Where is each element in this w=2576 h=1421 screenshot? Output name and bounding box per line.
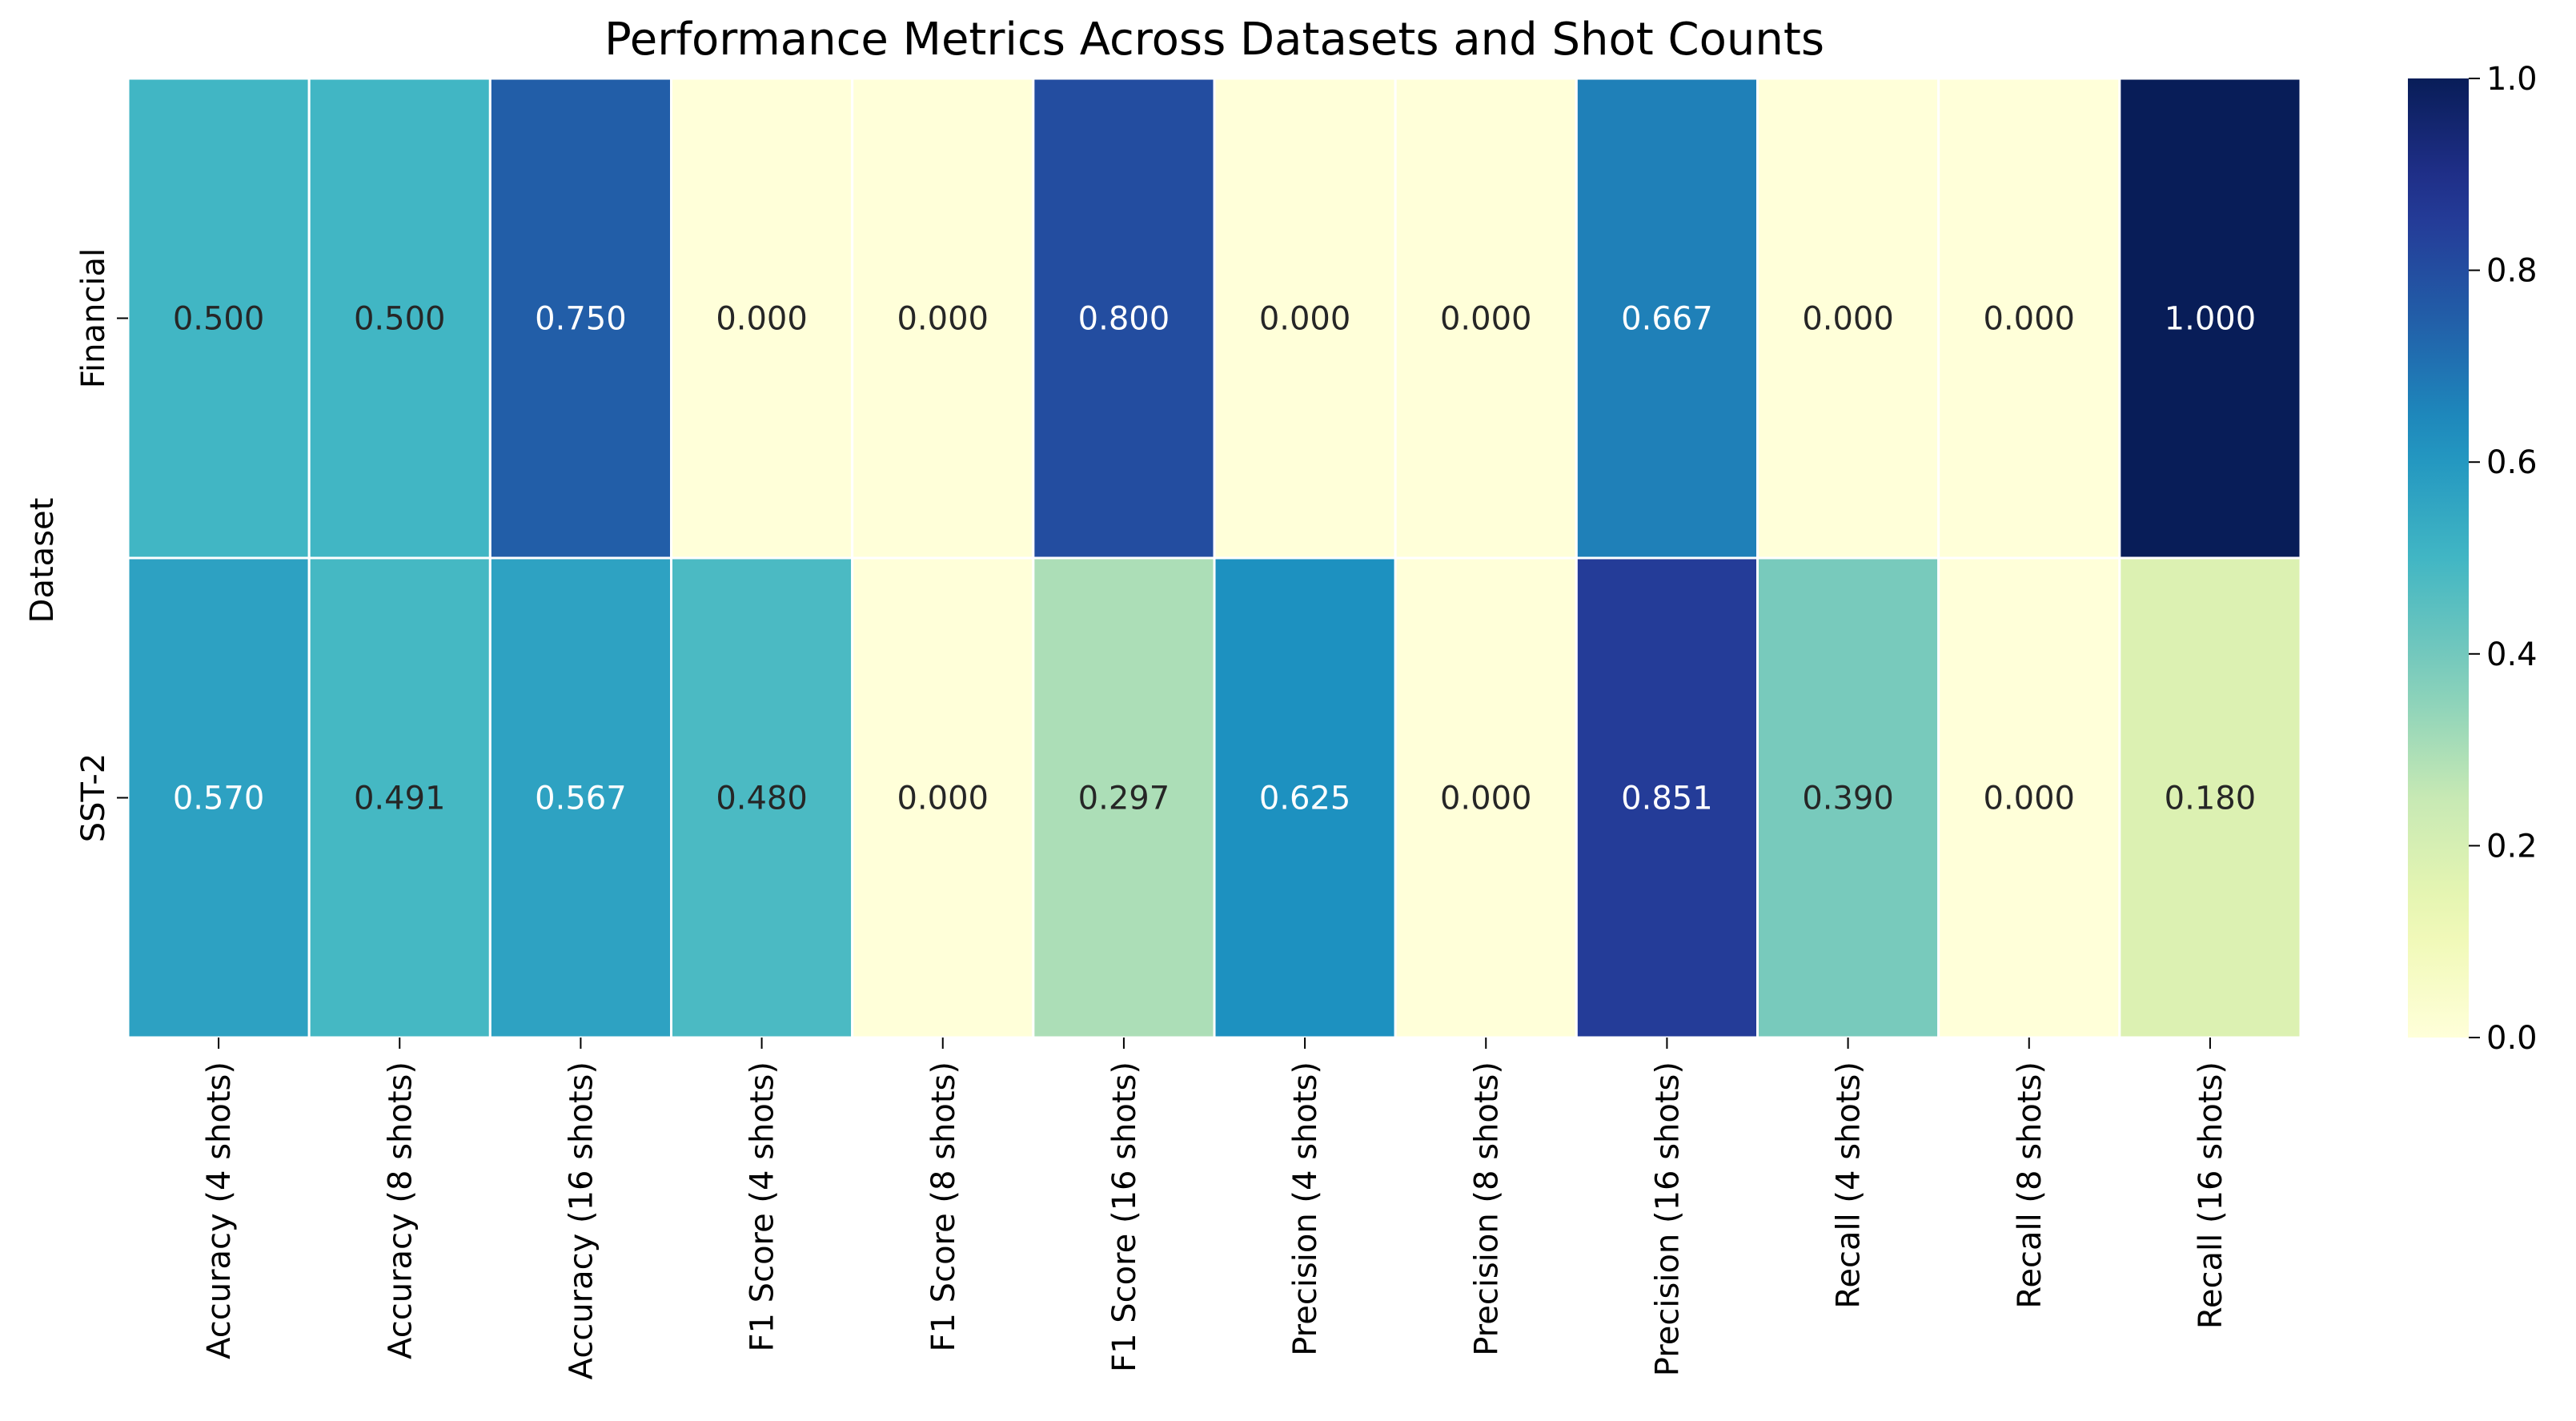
cell-value-label: 0.667 bbox=[1621, 301, 1713, 338]
cell-value-label: 0.000 bbox=[1440, 781, 1532, 817]
heatmap-cell bbox=[1394, 556, 1578, 1039]
heatmap-cell bbox=[1575, 556, 1759, 1039]
cell-value-label: 0.000 bbox=[1259, 301, 1351, 338]
colorbar-tick-label: 0.4 bbox=[2486, 636, 2538, 673]
x-tick-label: Precision (4 shots) bbox=[1287, 1062, 1324, 1356]
cell-value-label: 0.570 bbox=[173, 781, 265, 817]
x-tick-label: Precision (8 shots) bbox=[1468, 1062, 1505, 1356]
x-tick-label: Accuracy (8 shots) bbox=[382, 1062, 419, 1359]
heatmap-cell bbox=[126, 77, 311, 560]
heatmap-cell bbox=[1394, 77, 1578, 560]
cell-value-label: 0.567 bbox=[535, 781, 627, 817]
cell-value-label: 0.500 bbox=[173, 301, 265, 338]
y-tick-label: SST-2 bbox=[75, 753, 112, 842]
cell-value-label: 0.390 bbox=[1802, 781, 1894, 817]
colorbar-tick-label: 0.2 bbox=[2486, 828, 2538, 865]
x-tick-label: F1 Score (16 shots) bbox=[1106, 1062, 1143, 1372]
colorbar-gradient bbox=[2408, 78, 2469, 1038]
cell-value-label: 0.625 bbox=[1259, 781, 1351, 817]
cell-value-label: 0.500 bbox=[354, 301, 446, 338]
x-tick-label: F1 Score (4 shots) bbox=[744, 1062, 781, 1351]
colorbar-tick-label: 0.6 bbox=[2486, 444, 2538, 481]
cell-value-label: 0.000 bbox=[716, 301, 808, 338]
x-axis: Accuracy (4 shots) Accuracy (8 shots) Accu… bbox=[201, 1038, 2229, 1379]
cell-value-label: 0.000 bbox=[1802, 301, 1894, 338]
heatmap-cell bbox=[488, 556, 672, 1039]
cell-value-label: 0.000 bbox=[1983, 781, 2075, 817]
cell-value-label: 0.297 bbox=[1078, 781, 1170, 817]
cell-value-label: 1.000 bbox=[2165, 301, 2257, 338]
y-axis-label: Dataset bbox=[24, 498, 61, 624]
x-tick-label: Accuracy (16 shots) bbox=[563, 1062, 600, 1379]
cell-value-label: 0.491 bbox=[354, 781, 446, 817]
cell-value-label: 0.800 bbox=[1078, 301, 1170, 338]
x-tick-label: Recall (4 shots) bbox=[1831, 1062, 1868, 1309]
cell-value-label: 0.750 bbox=[535, 301, 627, 338]
heatmap-cell bbox=[1756, 77, 1940, 560]
heatmap-cell bbox=[1032, 556, 1216, 1039]
cell-value-label: 0.480 bbox=[716, 781, 808, 817]
cell-value-label: 0.180 bbox=[2165, 781, 2257, 817]
x-tick-label: Recall (16 shots) bbox=[2193, 1062, 2229, 1329]
heatmap-cell bbox=[1032, 77, 1216, 560]
cell-value-label: 0.000 bbox=[1440, 301, 1532, 338]
x-tick-label: Accuracy (4 shots) bbox=[201, 1062, 238, 1359]
cell-value-label: 0.851 bbox=[1621, 781, 1713, 817]
heatmap-cell bbox=[1937, 556, 2121, 1039]
x-tick-label: Precision (16 shots) bbox=[1649, 1062, 1686, 1376]
heatmap-cell bbox=[851, 556, 1035, 1039]
heatmap-cell bbox=[670, 556, 854, 1039]
y-tick-label: Financial bbox=[75, 248, 112, 388]
heatmap-cell bbox=[2118, 77, 2302, 560]
cell-value-label: 0.000 bbox=[897, 781, 989, 817]
heatmap-cell bbox=[1213, 556, 1397, 1039]
heatmap-cell bbox=[488, 77, 672, 560]
cell-value-label: 0.000 bbox=[897, 301, 989, 338]
colorbar: 0.0 0.2 0.4 0.6 0.8 1.0 bbox=[2408, 61, 2538, 1057]
heatmap-cell bbox=[2118, 556, 2302, 1039]
heatmap-cell bbox=[851, 77, 1035, 560]
y-axis: Financial SST-2 bbox=[75, 248, 128, 842]
x-tick-label: F1 Score (8 shots) bbox=[925, 1062, 962, 1351]
cell-value-label: 0.000 bbox=[1983, 301, 2075, 338]
heatmap-cell bbox=[307, 556, 492, 1039]
heatmap-cells: 0.500 0.500 0.750 0.000 0.000 0.800 0.000 0.000… bbox=[126, 77, 2302, 1039]
colorbar-tick-label: 0.8 bbox=[2486, 253, 2538, 290]
colorbar-tick-label: 1.0 bbox=[2486, 61, 2538, 98]
x-tick-label: Recall (8 shots) bbox=[2012, 1062, 2048, 1309]
colorbar-tick-label: 0.0 bbox=[2486, 1020, 2538, 1057]
heatmap-cell bbox=[670, 77, 854, 560]
chart-title: Performance Metrics Across Datasets and … bbox=[604, 14, 1824, 66]
heatmap-cell bbox=[126, 556, 311, 1039]
heatmap-cell bbox=[1756, 556, 1940, 1039]
heatmap-cell bbox=[307, 77, 492, 560]
